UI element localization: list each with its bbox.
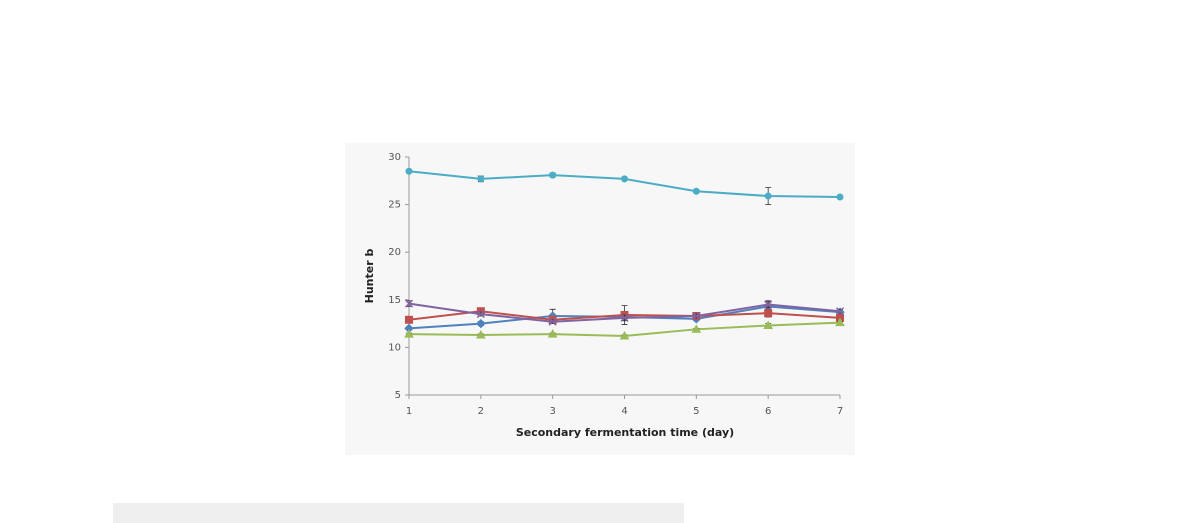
marker bbox=[691, 324, 702, 333]
x-tick-label: 4 bbox=[621, 406, 627, 417]
x-tick-label: 2 bbox=[478, 406, 484, 417]
marker bbox=[547, 329, 558, 338]
marker bbox=[835, 307, 845, 316]
marker bbox=[621, 175, 628, 183]
marker bbox=[405, 315, 413, 324]
marker bbox=[476, 318, 486, 329]
marker bbox=[548, 317, 557, 326]
marker bbox=[763, 320, 774, 330]
marker bbox=[477, 175, 485, 183]
y-tick-label: 5 bbox=[395, 390, 401, 401]
y-tick-label: 30 bbox=[388, 152, 401, 163]
x-tick-label: 1 bbox=[406, 406, 412, 417]
marker bbox=[692, 311, 701, 321]
x-axis-label: Secondary fermentation time (day) bbox=[516, 426, 734, 439]
x-tick-label: 6 bbox=[765, 406, 771, 417]
marker bbox=[475, 330, 486, 339]
marker bbox=[620, 313, 629, 322]
marker bbox=[764, 309, 773, 318]
x-tick-label: 3 bbox=[549, 406, 555, 417]
x-tick-label: 7 bbox=[837, 406, 843, 417]
marker bbox=[764, 300, 773, 309]
marker bbox=[619, 330, 630, 340]
marker bbox=[764, 192, 772, 200]
y-tick-label: 20 bbox=[388, 247, 401, 258]
marker bbox=[405, 167, 413, 175]
marker bbox=[404, 329, 414, 338]
x-tick-label: 5 bbox=[693, 406, 699, 417]
marker bbox=[476, 310, 485, 319]
y-tick-label: 25 bbox=[388, 200, 401, 211]
y-tick-label: 15 bbox=[388, 295, 401, 306]
chart-panel bbox=[345, 143, 855, 455]
marker bbox=[835, 317, 845, 327]
marker bbox=[404, 299, 414, 308]
marker bbox=[549, 171, 557, 179]
marker bbox=[836, 193, 844, 201]
footer-bar bbox=[113, 503, 684, 523]
y-axis-label: Hunter b bbox=[363, 249, 376, 304]
marker bbox=[692, 187, 700, 195]
y-tick-label: 10 bbox=[388, 342, 401, 353]
